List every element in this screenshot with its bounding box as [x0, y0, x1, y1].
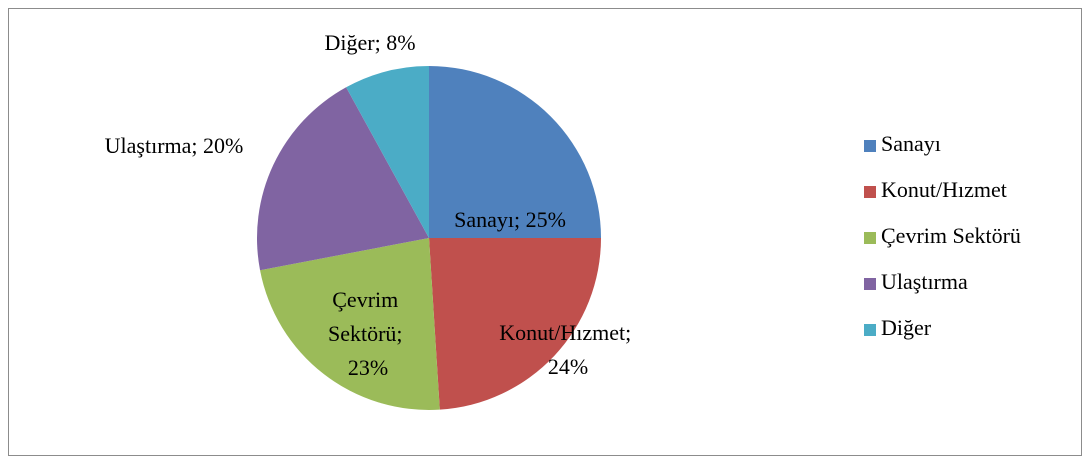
- data-label: Sanayı; 25%: [454, 207, 566, 232]
- data-label: Diğer; 8%: [324, 30, 415, 55]
- pie-slice: [260, 238, 440, 410]
- legend-label: Konut/Hızmet: [881, 177, 1007, 202]
- pie-slice: [429, 238, 601, 410]
- legend-swatch: [864, 278, 876, 290]
- legend-swatch: [864, 186, 876, 198]
- data-label: Konut/Hızmet; 24%: [499, 320, 636, 379]
- legend-swatch: [864, 324, 876, 336]
- legend-label: Ulaştırma: [881, 269, 968, 294]
- legend-swatch: [864, 140, 876, 152]
- data-label: Çevrim Sektörü; 23%: [328, 287, 408, 380]
- legend-label: Sanayı: [881, 131, 941, 156]
- pie-slice: [346, 66, 429, 238]
- legend-swatch: [864, 232, 876, 244]
- data-label: Ulaştırma; 20%: [105, 133, 244, 158]
- legend-label: Çevrim Sektörü: [881, 223, 1021, 248]
- pie-slice: [257, 87, 429, 271]
- pie-slice: [429, 66, 601, 238]
- legend-label: Diğer: [881, 315, 932, 340]
